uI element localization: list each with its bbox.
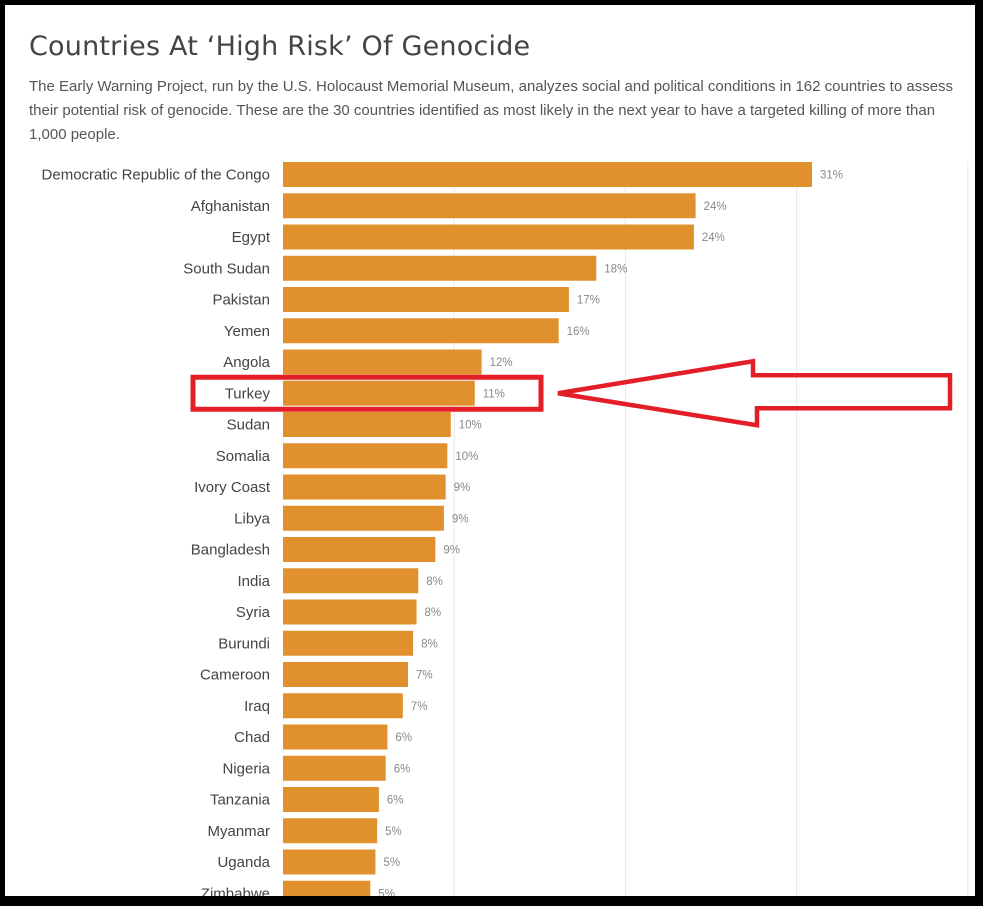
category-label: Zimbabwe xyxy=(201,885,270,902)
value-label: 31% xyxy=(820,170,843,182)
bar xyxy=(283,193,696,219)
value-label: 24% xyxy=(702,232,725,244)
bar xyxy=(283,255,597,281)
bar xyxy=(283,755,386,781)
bar xyxy=(283,505,444,531)
value-label: 24% xyxy=(704,201,727,213)
value-label: 5% xyxy=(378,888,395,900)
bar xyxy=(283,787,379,812)
bar xyxy=(283,880,371,896)
bar xyxy=(283,162,813,187)
value-label: 8% xyxy=(426,576,443,588)
category-label: Libya xyxy=(234,510,271,527)
category-label: Turkey xyxy=(225,385,271,402)
value-label: 16% xyxy=(567,326,590,338)
category-label: Cameroon xyxy=(200,667,270,684)
value-label: 17% xyxy=(577,295,600,307)
value-label: 11% xyxy=(483,388,505,400)
bar xyxy=(283,630,414,656)
category-label: Myanmar xyxy=(207,823,270,840)
category-label: Somalia xyxy=(216,448,271,465)
category-label: Syria xyxy=(236,604,271,621)
bar xyxy=(283,662,408,687)
category-label: Afghanistan xyxy=(191,198,270,215)
category-label: Iraq xyxy=(244,698,270,715)
category-label: Egypt xyxy=(232,229,271,246)
category-label: Burundi xyxy=(218,635,270,652)
value-label: 7% xyxy=(411,701,428,713)
category-label: Sudan xyxy=(227,417,270,434)
bar xyxy=(283,349,482,375)
value-label: 6% xyxy=(394,763,411,775)
bar xyxy=(283,849,376,875)
value-label: 6% xyxy=(387,795,404,807)
category-label: Democratic Republic of the Congo xyxy=(42,167,270,184)
highlight-box xyxy=(190,374,544,412)
value-label: 7% xyxy=(416,670,433,682)
category-label: Tanzania xyxy=(210,792,271,809)
value-label: 12% xyxy=(490,357,513,369)
category-label: Nigeria xyxy=(222,760,270,777)
bar xyxy=(283,224,694,250)
bar-chart: Democratic Republic of the Congo 31% Afgha… xyxy=(42,162,969,902)
category-label: Pakistan xyxy=(212,292,270,309)
bar xyxy=(283,818,378,844)
value-label: 8% xyxy=(421,638,438,650)
value-label: 8% xyxy=(425,607,442,619)
bar xyxy=(283,474,446,500)
bar xyxy=(283,724,388,750)
bar xyxy=(283,443,448,469)
category-label: Uganda xyxy=(217,854,270,871)
category-label: Chad xyxy=(234,729,270,746)
value-label: 9% xyxy=(454,482,471,494)
category-label: India xyxy=(237,573,270,590)
value-label: 18% xyxy=(604,263,627,275)
bar xyxy=(283,693,403,719)
page-subtitle: The Early Warning Project, run by the U.… xyxy=(29,78,954,143)
bar xyxy=(283,287,569,312)
bar xyxy=(283,568,419,594)
bar xyxy=(283,318,559,344)
value-label: 9% xyxy=(443,545,460,557)
value-label: 5% xyxy=(383,857,400,869)
category-label: Yemen xyxy=(224,323,270,340)
category-label: Bangladesh xyxy=(191,542,270,559)
category-label: Ivory Coast xyxy=(194,479,271,496)
value-label: 9% xyxy=(452,513,469,525)
category-label: Angola xyxy=(223,354,270,371)
bar xyxy=(283,412,451,437)
highlight-arrow xyxy=(557,358,953,428)
bar xyxy=(283,380,475,406)
category-label: South Sudan xyxy=(183,260,270,277)
bar xyxy=(283,599,417,625)
page-title: Countries At ‘High Risk’ Of Genocide xyxy=(29,31,531,63)
value-label: 10% xyxy=(455,451,478,463)
value-label: 10% xyxy=(459,420,482,432)
bar xyxy=(283,537,436,562)
value-label: 5% xyxy=(385,826,402,838)
value-label: 6% xyxy=(395,732,412,744)
